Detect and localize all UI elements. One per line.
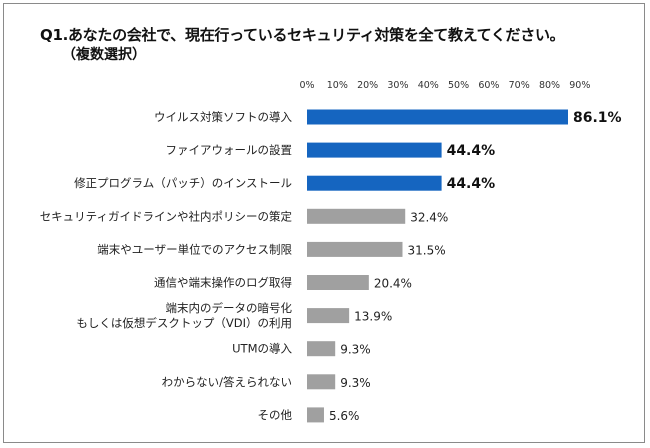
data-label: 44.4%: [447, 143, 496, 159]
x-tick-label: 20%: [357, 80, 378, 91]
category-label: UTMの導入: [232, 342, 292, 356]
data-label: 20.4%: [374, 277, 412, 291]
data-label: 9.3%: [340, 343, 371, 357]
category-label: 通信や端末操作のログ取得: [154, 276, 292, 290]
category-label: わからない/答えられない: [162, 375, 292, 389]
category-label: ウイルス対策ソフトの導入: [154, 110, 292, 124]
x-tick-label: 30%: [387, 80, 408, 91]
bar: [307, 308, 350, 324]
data-label: 44.4%: [447, 176, 496, 192]
chart-title: Q1.あなたの会社で、現在行っているセキュリティ対策を全て教えてください。: [40, 26, 565, 44]
data-label: 31.5%: [407, 243, 445, 257]
data-label: 86.1%: [573, 110, 622, 126]
data-label: 9.3%: [340, 376, 371, 390]
bar: [307, 208, 406, 224]
x-tick-label: 10%: [327, 80, 348, 91]
category-label: セキュリティガイドラインや社内ポリシーの策定: [40, 209, 293, 223]
data-label: 5.6%: [329, 409, 360, 423]
bar: [307, 241, 403, 257]
category-label: もしくは仮想デスクトップ（VDI）の利用: [76, 316, 292, 330]
x-tick-label: 0%: [299, 80, 314, 91]
x-tick-label: 80%: [539, 80, 560, 91]
bar: [307, 175, 442, 191]
category-label: その他: [258, 408, 293, 422]
data-label: 13.9%: [354, 310, 392, 324]
x-tick-label: 60%: [478, 80, 499, 91]
category-label: 端末やユーザー単位でのアクセス制限: [97, 242, 292, 256]
x-tick-label: 40%: [418, 80, 439, 91]
category-label: 端末内のデータの暗号化: [166, 301, 293, 315]
category-label: ファイアウォールの設置: [166, 143, 293, 157]
bar: [307, 275, 369, 290]
bar: [307, 374, 336, 390]
x-tick-label: 90%: [569, 80, 590, 91]
bar: [307, 341, 336, 357]
bar: [307, 407, 324, 423]
category-label: 修正プログラム（パッチ）のインストール: [74, 176, 292, 190]
chart-subtitle: （複数選択）: [62, 47, 146, 63]
x-tick-label: 50%: [448, 80, 469, 91]
data-label: 32.4%: [410, 210, 448, 224]
bar: [307, 142, 442, 158]
x-tick-label: 70%: [509, 80, 530, 91]
bar: [307, 109, 568, 125]
